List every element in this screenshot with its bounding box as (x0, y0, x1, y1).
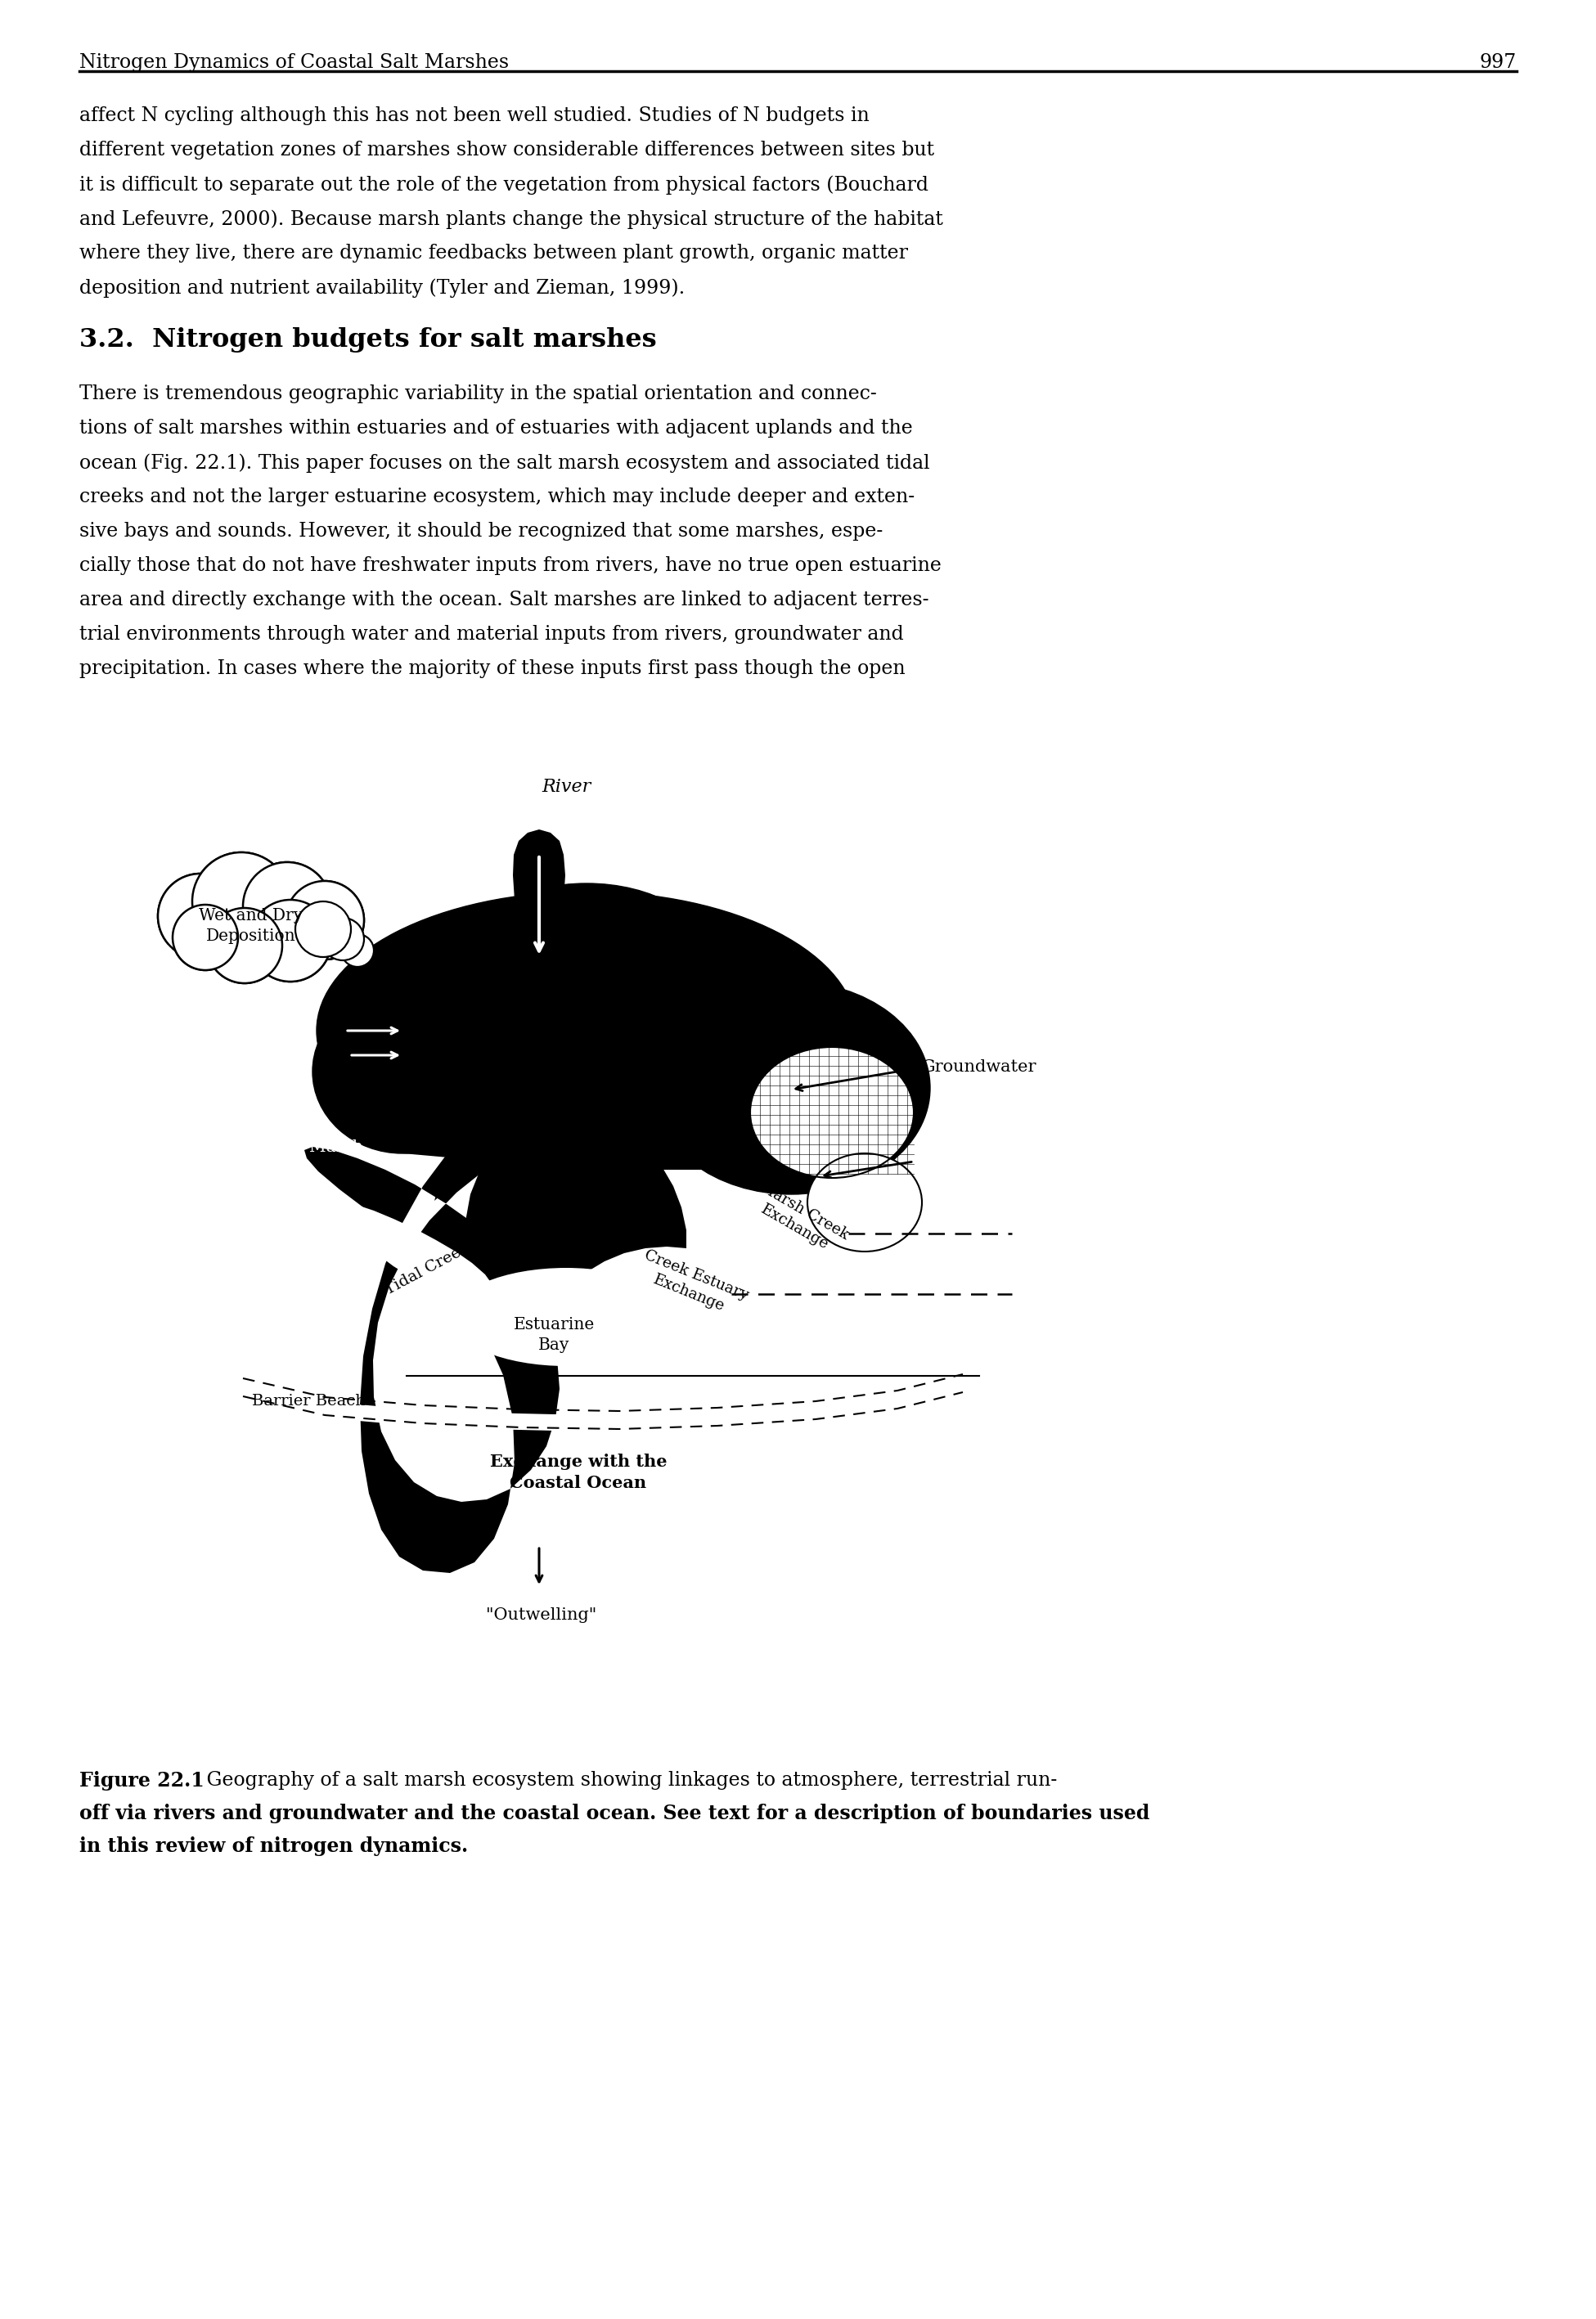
Text: Nitrogen Dynamics of Coastal Salt Marshes: Nitrogen Dynamics of Coastal Salt Marshe… (80, 53, 509, 72)
Polygon shape (305, 1122, 632, 1572)
Polygon shape (512, 830, 565, 981)
Text: different vegetation zones of marshes show considerable differences between site: different vegetation zones of marshes sh… (80, 141, 934, 160)
Polygon shape (466, 1113, 686, 1359)
Text: sive bays and sounds. However, it should be recognized that some marshes, espe-: sive bays and sounds. However, it should… (80, 522, 883, 540)
Text: Figure 22.1: Figure 22.1 (80, 1772, 204, 1790)
Ellipse shape (316, 890, 857, 1169)
Circle shape (286, 881, 364, 960)
Text: off via rivers and groundwater and the coastal ocean. See text for a description: off via rivers and groundwater and the c… (80, 1804, 1149, 1823)
Text: Groundwater: Groundwater (922, 1060, 1037, 1074)
Circle shape (243, 863, 332, 951)
Circle shape (249, 900, 332, 981)
Circle shape (342, 935, 373, 967)
Polygon shape (587, 974, 897, 1169)
Ellipse shape (653, 981, 930, 1194)
Polygon shape (342, 948, 587, 1169)
Polygon shape (750, 1201, 849, 1266)
Text: in this review of nitrogen dynamics.: in this review of nitrogen dynamics. (80, 1837, 468, 1855)
Text: ocean (Fig. 22.1). This paper focuses on the salt marsh ecosystem and associated: ocean (Fig. 22.1). This paper focuses on… (80, 452, 930, 473)
Circle shape (172, 904, 238, 969)
Polygon shape (434, 1069, 713, 1201)
Circle shape (286, 881, 364, 960)
Text: where they live, there are dynamic feedbacks between plant growth, organic matte: where they live, there are dynamic feedb… (80, 243, 908, 262)
Ellipse shape (313, 990, 493, 1153)
Text: "Outwelling": "Outwelling" (487, 1607, 597, 1623)
Text: Barrier Beach: Barrier Beach (252, 1394, 365, 1408)
Circle shape (207, 909, 282, 983)
Text: Estuarine
Bay: Estuarine Bay (514, 1317, 594, 1352)
Text: deposition and nutrient availability (Tyler and Zieman, 1999).: deposition and nutrient availability (Ty… (80, 278, 685, 297)
Text: Creek Estuary
Exchange: Creek Estuary Exchange (635, 1248, 750, 1320)
Text: River: River (541, 777, 591, 795)
Circle shape (192, 853, 290, 951)
Text: There is tremendous geographic variability in the spatial orientation and connec: There is tremendous geographic variabili… (80, 385, 876, 404)
Text: creeks and not the larger estuarine ecosystem, which may include deeper and exte: creeks and not the larger estuarine ecos… (80, 487, 915, 506)
Circle shape (321, 918, 364, 960)
Polygon shape (579, 1248, 731, 1320)
Text: area and directly exchange with the ocean. Salt marshes are linked to adjacent t: area and directly exchange with the ocea… (80, 591, 929, 610)
Ellipse shape (452, 1268, 680, 1366)
Polygon shape (345, 1204, 500, 1320)
Text: tions of salt marshes within estuaries and of estuaries with adjacent uplands an: tions of salt marshes within estuaries a… (80, 420, 913, 438)
Text: cially those that do not have freshwater inputs from rivers, have no true open e: cially those that do not have freshwater… (80, 557, 942, 575)
Text: Marsh Creek
Exchange: Marsh Creek Exchange (747, 1178, 851, 1259)
Text: 997: 997 (1479, 53, 1516, 72)
Circle shape (172, 904, 238, 969)
Text: Exchange with the
Coastal Ocean: Exchange with the Coastal Ocean (490, 1454, 667, 1491)
Ellipse shape (464, 884, 709, 1030)
Text: Wet and Dry
Deposition: Wet and Dry Deposition (200, 909, 303, 944)
Text: it is difficult to separate out the role of the vegetation from physical factors: it is difficult to separate out the role… (80, 174, 929, 195)
Text: Salt Marsh: Salt Marsh (270, 1139, 362, 1155)
Ellipse shape (808, 1153, 922, 1252)
Ellipse shape (750, 1046, 915, 1178)
Circle shape (295, 902, 351, 958)
Text: Tidal Creek: Tidal Creek (381, 1241, 472, 1299)
Circle shape (192, 853, 290, 951)
Text: trial environments through water and material inputs from rivers, groundwater an: trial environments through water and mat… (80, 624, 903, 645)
Circle shape (243, 863, 332, 951)
Circle shape (249, 900, 332, 981)
Circle shape (207, 909, 282, 983)
Polygon shape (206, 1364, 980, 1431)
Text: and Lefeuvre, 2000). Because marsh plants change the physical structure of the h: and Lefeuvre, 2000). Because marsh plant… (80, 209, 943, 230)
Text: precipitation. In cases where the majority of these inputs first pass though the: precipitation. In cases where the majori… (80, 659, 905, 677)
Polygon shape (168, 921, 362, 948)
Text: affect N cycling although this has not been well studied. Studies of N budgets i: affect N cycling although this has not b… (80, 107, 870, 125)
Text: 3.2.  Nitrogen budgets for salt marshes: 3.2. Nitrogen budgets for salt marshes (80, 327, 656, 352)
Text: Geography of a salt marsh ecosystem showing linkages to atmosphere, terrestrial : Geography of a salt marsh ecosystem show… (201, 1772, 1057, 1790)
Circle shape (158, 874, 243, 958)
Circle shape (158, 874, 243, 958)
